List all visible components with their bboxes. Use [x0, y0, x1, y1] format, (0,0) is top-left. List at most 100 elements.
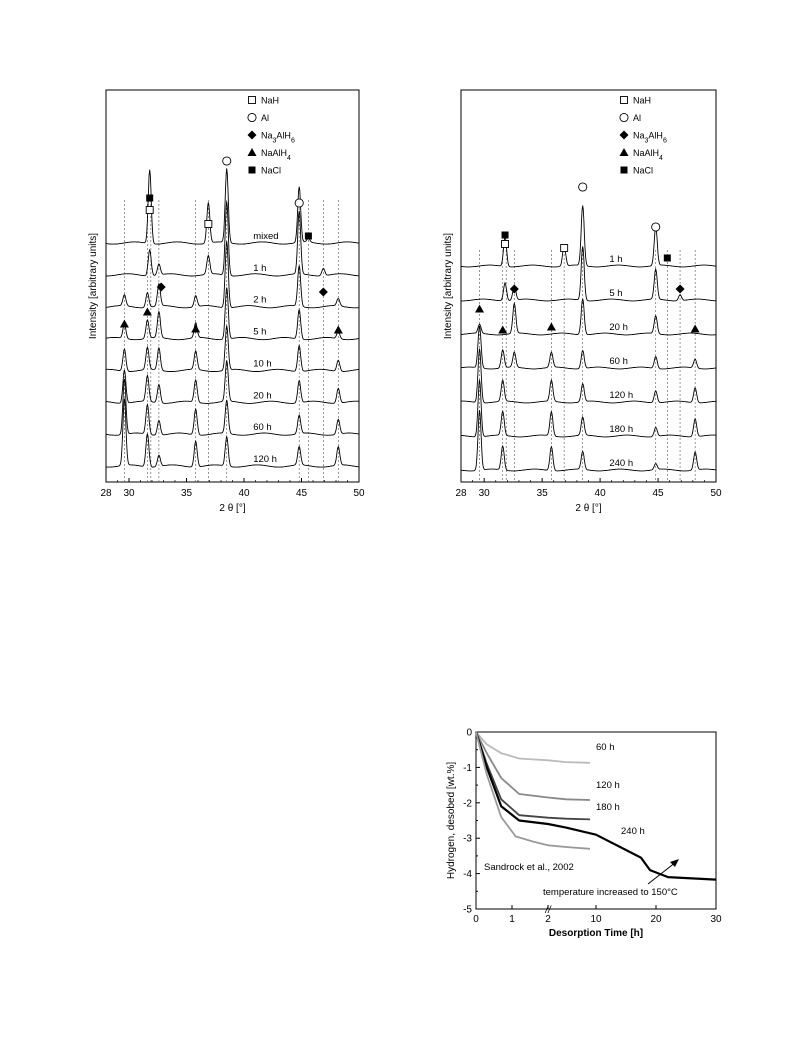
- legend-text-part: NaCl: [633, 166, 653, 176]
- series-label: 20 h: [253, 390, 272, 401]
- series-label: 20 h: [609, 322, 628, 333]
- legend-label: NaAlH4: [261, 148, 291, 162]
- x-tick-label: 30: [479, 488, 491, 499]
- trace-240h: [461, 410, 717, 472]
- legend-text-part: Na: [633, 131, 645, 141]
- y-tick-label: -3: [463, 834, 472, 845]
- x-axis-title: 2 θ [°]: [575, 503, 601, 514]
- phase-marker-open-circle: [294, 198, 304, 208]
- phase-marker-triangle: [475, 304, 485, 313]
- series-label: Sandrock et al., 2002: [484, 862, 574, 873]
- series-line: [475, 731, 591, 801]
- x-tick-label: 35: [537, 488, 549, 499]
- trace-2h: [105, 241, 360, 309]
- x-tick-label: 45: [296, 488, 308, 499]
- phase-marker-triangle: [142, 307, 152, 316]
- legend-text-part: 4: [287, 155, 291, 162]
- trace-60h: [460, 325, 716, 370]
- legend-marker-open-circle: [619, 112, 629, 123]
- x-tick-label: 50: [710, 488, 722, 499]
- series-label: 60 h: [596, 742, 615, 753]
- trace-5h: [105, 287, 360, 341]
- series-label: 1 h: [609, 254, 622, 265]
- phase-marker-diamond: [318, 287, 328, 297]
- series-line: [475, 731, 591, 764]
- series-label: 180 h: [609, 424, 633, 435]
- y-tick-label: -5: [463, 905, 472, 916]
- series-label: 60 h: [253, 422, 272, 433]
- y-tick-label: -2: [463, 798, 472, 809]
- phase-marker-triangle: [546, 322, 556, 331]
- legend-marker-diamond: [619, 130, 629, 140]
- series-line: [475, 731, 591, 821]
- phase-marker-open-circle: [578, 182, 588, 192]
- phase-marker-filled-square: [146, 194, 154, 202]
- legend-text-part: 3: [645, 137, 649, 144]
- series-label: 60 h: [609, 356, 628, 367]
- trace-180h: [460, 379, 716, 438]
- series-label: 10 h: [253, 358, 272, 369]
- plot-frame: [460, 89, 717, 483]
- legend-text-part: 4: [659, 155, 663, 162]
- legend-text-part: 6: [663, 137, 667, 144]
- legend-marker-filled-square: [248, 166, 256, 174]
- x-tick-label: 35: [181, 488, 193, 499]
- phase-marker-triangle: [690, 324, 700, 333]
- y-tick-label: -4: [463, 869, 472, 880]
- trace-5h: [461, 246, 716, 302]
- trace-10h: [106, 325, 359, 372]
- legend-marker-filled-square: [620, 166, 628, 174]
- xrd-right-panel: 1 h 5 h 20 h 60 h 120 h 180 h 240 h NaH Al Na3AlH…: [443, 89, 722, 514]
- trace-mixed: [105, 168, 360, 245]
- phase-marker-open-square: [501, 240, 509, 248]
- trace-20h: [460, 298, 717, 336]
- legend-label: Al: [633, 113, 641, 123]
- series-line: [475, 731, 591, 850]
- x-tick-label: 50: [353, 488, 365, 499]
- x-tick-label: 2: [545, 914, 551, 925]
- xrd-left-panel: mixed 1 h 2 h 5 h 10 h 20 h 60 h 120 h NaH Al Na3A…: [88, 89, 365, 514]
- legend-text-part: NaH: [261, 96, 279, 106]
- phase-marker-filled-square: [663, 254, 671, 262]
- legend-text-part: 6: [291, 137, 295, 144]
- legend-marker-diamond: [247, 130, 257, 140]
- phase-marker-filled-square: [501, 231, 509, 239]
- phase-marker-diamond: [675, 284, 685, 294]
- trace-60h: [106, 378, 360, 436]
- x-tick-label: 40: [238, 488, 250, 499]
- phase-marker-triangle: [191, 324, 201, 333]
- legend-marker-triangle: [247, 148, 257, 156]
- phase-marker-open-square: [145, 206, 154, 214]
- phase-marker-open-square: [204, 220, 213, 228]
- legend-text-part: AlH: [276, 131, 291, 141]
- phase-marker-open-circle: [651, 222, 661, 232]
- x-tick-label: 28: [100, 488, 112, 499]
- series-label: mixed: [253, 231, 278, 242]
- legend-text-part: Al: [261, 113, 269, 123]
- plot-frame: [475, 731, 717, 910]
- series-label: 120 h: [596, 780, 620, 791]
- series-line: [474, 731, 717, 881]
- legend-text-part: NaAlH: [261, 148, 287, 158]
- x-tick-label: 40: [595, 488, 607, 499]
- x-tick-label: 30: [123, 488, 135, 499]
- series-label: 120 h: [253, 454, 277, 465]
- legend-text-part: NaH: [633, 96, 651, 106]
- legend-label: Al: [261, 113, 269, 123]
- trace-120h: [461, 348, 717, 404]
- series-label: 240 h: [621, 826, 645, 837]
- x-tick-label: 10: [590, 914, 602, 925]
- x-axis-title: Desorption Time [h]: [549, 928, 643, 939]
- phase-marker-diamond: [509, 284, 519, 294]
- phase-marker-filled-square: [304, 232, 312, 240]
- series-label: 120 h: [609, 390, 633, 401]
- legend-label: NaH: [633, 96, 651, 106]
- phase-marker-diamond: [156, 282, 166, 292]
- legend-text-part: AlH: [648, 131, 663, 141]
- y-tick-label: -1: [463, 763, 472, 774]
- trace-1h: [460, 205, 717, 268]
- legend-label: NaCl: [633, 166, 653, 176]
- y-tick-label: 0: [466, 728, 472, 739]
- series-label: 1 h: [253, 263, 266, 274]
- x-tick-label: 0: [473, 914, 479, 925]
